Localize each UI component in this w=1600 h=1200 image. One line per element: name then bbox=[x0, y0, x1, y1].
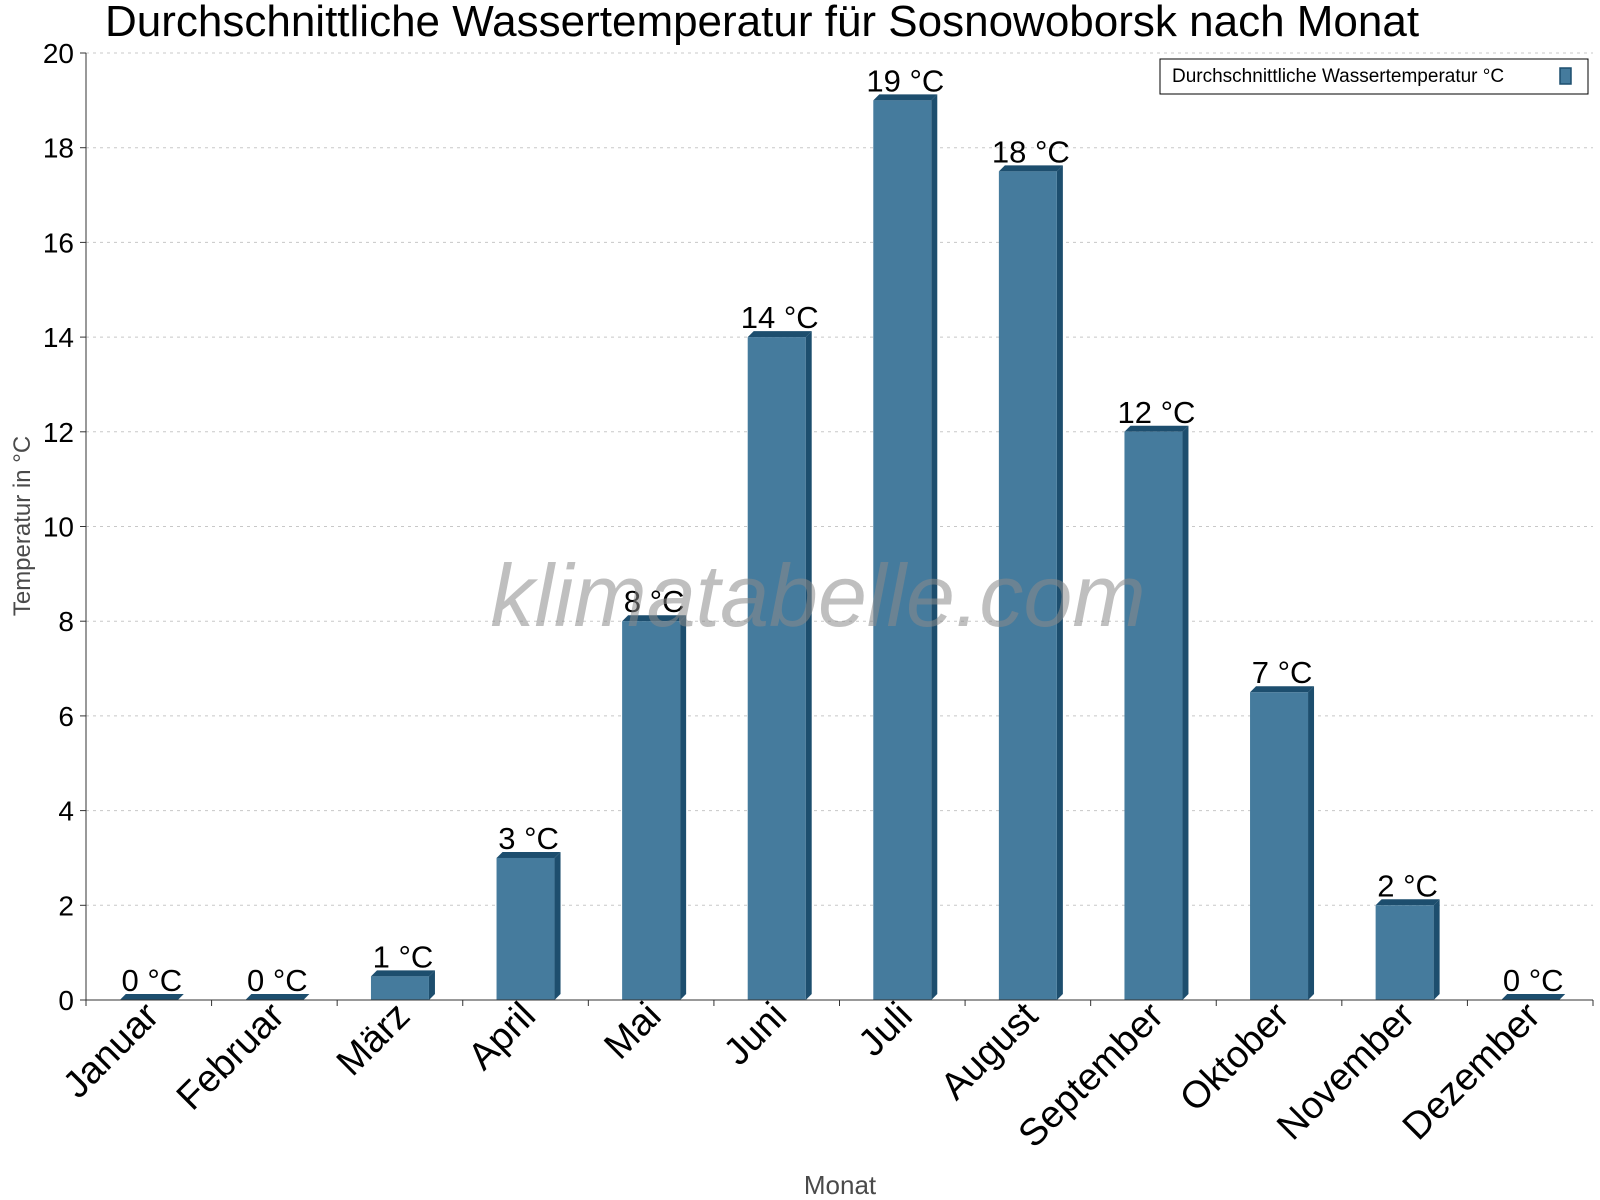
bar-side-face bbox=[1056, 165, 1063, 1000]
x-axis-label: Monat bbox=[804, 1170, 877, 1200]
x-tick-label: Oktober bbox=[1172, 994, 1298, 1120]
bar-front-face bbox=[998, 171, 1057, 1000]
bar-side-face bbox=[554, 851, 561, 1000]
bar-front-face bbox=[747, 337, 806, 1001]
x-axis-ticks: Januar Februar März April Mai Juni Juli AugustS… bbox=[55, 994, 1594, 1156]
x-tick-label: März bbox=[329, 995, 418, 1084]
bar-data-label: 3 °C bbox=[498, 821, 559, 856]
y-tick-label: 18 bbox=[43, 133, 74, 164]
bar-side-face bbox=[1433, 899, 1440, 1000]
y-tick-label: 20 bbox=[43, 38, 74, 69]
bar-top-face bbox=[747, 331, 812, 338]
x-tick-label: Juli bbox=[851, 995, 921, 1065]
bar-top-face bbox=[622, 615, 687, 622]
bar-top-face bbox=[245, 994, 310, 1000]
bar bbox=[1250, 686, 1315, 1000]
x-tick-label: April bbox=[460, 995, 543, 1078]
x-tick-label: August bbox=[933, 994, 1047, 1108]
legend-swatch bbox=[1559, 67, 1572, 85]
bar bbox=[496, 851, 561, 1000]
bar-side-face bbox=[428, 970, 435, 1000]
bar-data-label: 0 °C bbox=[247, 963, 308, 998]
bar-front-face bbox=[622, 621, 681, 1000]
x-tick-label: Mai bbox=[596, 995, 669, 1068]
bar-data-label: 12 °C bbox=[1118, 395, 1196, 430]
bar-data-label: 8 °C bbox=[624, 584, 685, 619]
bar-data-label: 2 °C bbox=[1377, 868, 1438, 903]
bar-top-face bbox=[1250, 686, 1315, 693]
bar-side-face bbox=[1308, 686, 1315, 1000]
y-tick-label: 2 bbox=[58, 890, 74, 921]
bar-top-face bbox=[496, 851, 561, 858]
y-tick-label: 6 bbox=[58, 701, 74, 732]
bar-data-label: 18 °C bbox=[992, 134, 1070, 169]
bar-data-label: 0 °C bbox=[121, 963, 182, 998]
bar-top-face bbox=[873, 94, 938, 101]
bars-group bbox=[119, 94, 1566, 1001]
bar bbox=[1501, 994, 1566, 1000]
bar bbox=[747, 331, 812, 1001]
legend: Durchschnittliche Wassertemperatur °C bbox=[1159, 58, 1589, 95]
bar-data-label: 14 °C bbox=[741, 300, 819, 335]
y-tick-label: 12 bbox=[43, 417, 74, 448]
watermark: klimatabelle.com bbox=[490, 546, 1145, 645]
y-axis-label: Temperatur in °C bbox=[9, 436, 36, 616]
bar-data-label: 0 °C bbox=[1503, 963, 1564, 998]
chart-title: Durchschnittliche Wassertemperatur für S… bbox=[105, 0, 1419, 46]
bar bbox=[119, 994, 184, 1000]
y-tick-label: 0 bbox=[58, 985, 74, 1016]
x-tick-label: Dezember bbox=[1395, 994, 1549, 1148]
x-tick-label: November bbox=[1269, 994, 1423, 1148]
bar-top-face bbox=[1501, 994, 1566, 1000]
bar bbox=[622, 615, 687, 1000]
bar-front-face bbox=[496, 857, 555, 1000]
bar-front-face bbox=[1250, 692, 1309, 1000]
bar-top-face bbox=[1124, 425, 1189, 432]
bar bbox=[245, 994, 310, 1000]
bar-top-face bbox=[119, 994, 184, 1000]
y-tick-label: 4 bbox=[58, 796, 74, 827]
y-axis-ticks: 0 2 4 6 8 10 12 14 16 18 20 bbox=[43, 38, 86, 1016]
bar bbox=[1375, 899, 1440, 1000]
y-tick-label: 10 bbox=[43, 512, 74, 543]
y-tick-label: 14 bbox=[43, 322, 74, 353]
bar-data-label: 19 °C bbox=[866, 63, 944, 98]
bar-front-face bbox=[873, 100, 932, 1001]
grid-lines bbox=[86, 52, 1593, 906]
bar-side-face bbox=[931, 94, 938, 1001]
bar-top-face bbox=[998, 165, 1063, 172]
legend-box bbox=[1159, 58, 1589, 95]
bar-top-face bbox=[1375, 899, 1440, 906]
bar-front-face bbox=[1124, 431, 1183, 1000]
bar bbox=[370, 970, 435, 1000]
bar-side-face bbox=[805, 331, 812, 1001]
bar-data-labels: 0 °C 0 °C 1 °C 3 °C 8 °C 14 °C 19 °C 18 °C 12 °C… bbox=[121, 63, 1563, 998]
bar-side-face bbox=[680, 615, 687, 1000]
x-tick-label: Juni bbox=[716, 995, 795, 1074]
bar-side-face bbox=[1182, 425, 1189, 1000]
legend-label: Durchschnittliche Wassertemperatur °C bbox=[1172, 66, 1504, 87]
bar-data-label: 7 °C bbox=[1252, 655, 1313, 690]
bar-top-face bbox=[370, 970, 435, 977]
y-tick-label: 16 bbox=[43, 227, 74, 258]
x-tick-label: Februar bbox=[169, 994, 293, 1118]
bar bbox=[873, 94, 938, 1001]
bar bbox=[1124, 425, 1189, 1000]
bar-data-label: 1 °C bbox=[373, 939, 434, 974]
bar-front-face bbox=[1375, 905, 1434, 1000]
bar-front-face bbox=[370, 976, 429, 1000]
bar bbox=[998, 165, 1063, 1000]
y-tick-label: 8 bbox=[58, 606, 74, 637]
